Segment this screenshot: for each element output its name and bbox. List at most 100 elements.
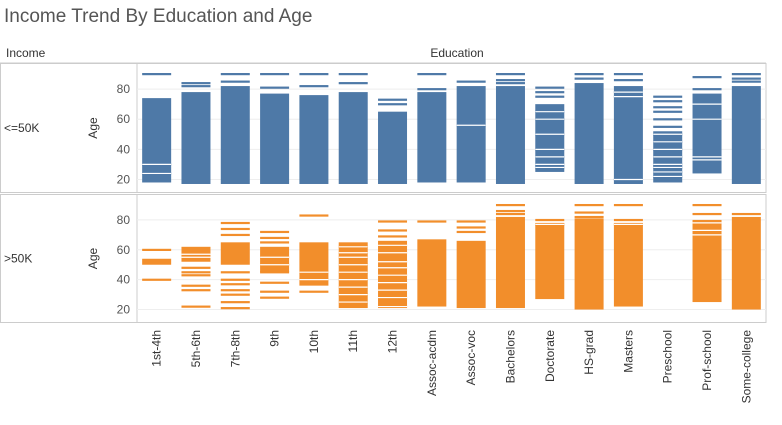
bar-tick — [613, 73, 643, 76]
bar-tick — [260, 241, 290, 244]
x-tick-label: 11th — [346, 330, 360, 352]
bar-tick — [613, 79, 643, 82]
bar-range — [299, 95, 329, 184]
y-tick-label: 60 — [117, 243, 131, 257]
bar-tick — [692, 203, 722, 207]
bar-tick — [653, 125, 683, 128]
bar-tick — [495, 212, 525, 216]
row-field-header: Income — [6, 46, 46, 60]
bar-range — [260, 93, 290, 184]
y-tick-label: 40 — [117, 273, 131, 287]
bar-range — [613, 86, 643, 184]
bar-tick — [731, 73, 761, 76]
bar-tick — [574, 211, 604, 214]
bar-tick — [653, 118, 683, 121]
bar-tick — [731, 212, 761, 216]
row-label: <=50K — [4, 121, 39, 135]
bar-tick — [535, 91, 565, 94]
x-tick-label: Assoc-voc — [464, 330, 478, 385]
bar-tick — [692, 76, 722, 79]
bar-range — [456, 86, 486, 183]
bar-tick — [181, 305, 211, 308]
x-tick-label: 9th — [268, 330, 282, 347]
panel-border — [0, 63, 767, 193]
bar-tick — [692, 88, 722, 91]
bar-range — [574, 218, 604, 310]
bar-range — [574, 83, 604, 184]
bar-range — [495, 86, 525, 184]
bar-tick — [456, 230, 486, 234]
bar-range — [692, 93, 722, 174]
bar-tick — [495, 82, 525, 85]
bar-range — [535, 104, 565, 172]
bar-tick — [731, 77, 761, 80]
y-tick-label: 20 — [117, 172, 131, 186]
bar-tick — [417, 73, 447, 76]
x-tick-label: 12th — [386, 330, 400, 353]
x-tick-label: Some-college — [739, 330, 753, 404]
bar-range — [417, 92, 447, 183]
bar-range — [613, 222, 643, 307]
x-tick-label: 7th-8th — [228, 330, 242, 367]
bar-tick — [653, 106, 683, 109]
bar-tick — [495, 203, 525, 207]
bar-tick — [535, 218, 565, 222]
bar-tick — [299, 290, 329, 293]
x-tick-label: Doctorate — [543, 330, 557, 382]
bar-tick — [220, 221, 250, 225]
bar-tick — [574, 203, 604, 207]
bar-tick — [260, 73, 290, 76]
bar-range — [731, 86, 761, 184]
bar-tick — [456, 80, 486, 83]
bar-tick — [220, 283, 250, 286]
bar-range — [535, 222, 565, 300]
x-axis: 1st-4th 5th-6th 7th-8th 9th 10th 11th 12th Asso… — [150, 330, 754, 404]
bar-range — [731, 216, 761, 310]
bar-tick — [181, 271, 211, 274]
bar-tick — [181, 266, 211, 269]
row-label: >50K — [4, 252, 32, 266]
bar-range — [142, 98, 172, 183]
y-tick-label: 80 — [117, 82, 131, 96]
panel-1: 20 40 60 80 Age >50K — [0, 194, 767, 323]
x-tick-label: HS-grad — [582, 330, 596, 375]
bar-tick — [220, 227, 250, 231]
bar-tick — [299, 85, 329, 88]
bar-tick — [220, 80, 250, 83]
bar-range — [456, 240, 486, 309]
x-tick-label: Prof-school — [700, 330, 714, 391]
bar-tick — [220, 278, 250, 281]
x-tick-label: Preschool — [661, 330, 675, 383]
bar-range — [692, 219, 722, 303]
panel-0: 20 40 60 80 Age <=50K — [0, 63, 767, 193]
bar-tick — [181, 82, 211, 85]
bar-range — [142, 258, 172, 265]
bar-tick — [338, 73, 368, 76]
y-axis-title: Age — [86, 117, 100, 139]
bar-tick — [535, 86, 565, 89]
bar-range — [220, 242, 250, 265]
bar-tick — [417, 88, 447, 91]
y-tick-label: 60 — [117, 112, 131, 126]
bar-tick — [260, 296, 290, 299]
bar-tick — [181, 274, 211, 277]
column-field-header: Education — [430, 46, 483, 60]
bar-tick — [653, 95, 683, 98]
bar-tick — [220, 307, 250, 310]
bar-tick — [653, 100, 683, 103]
bar-tick — [142, 278, 172, 281]
bar-tick — [220, 289, 250, 292]
x-tick-label: 10th — [307, 330, 321, 353]
x-tick-label: Masters — [621, 330, 635, 373]
bar-range — [378, 111, 408, 184]
bar-tick — [181, 284, 211, 287]
bar-tick — [495, 209, 525, 213]
bar-tick — [378, 98, 408, 101]
bar-tick — [574, 215, 604, 219]
y-tick-label: 80 — [117, 213, 131, 227]
bar-tick — [535, 95, 565, 98]
bar-range — [338, 92, 368, 184]
bar-tick — [613, 218, 643, 222]
x-tick-label: Bachelors — [503, 330, 517, 383]
